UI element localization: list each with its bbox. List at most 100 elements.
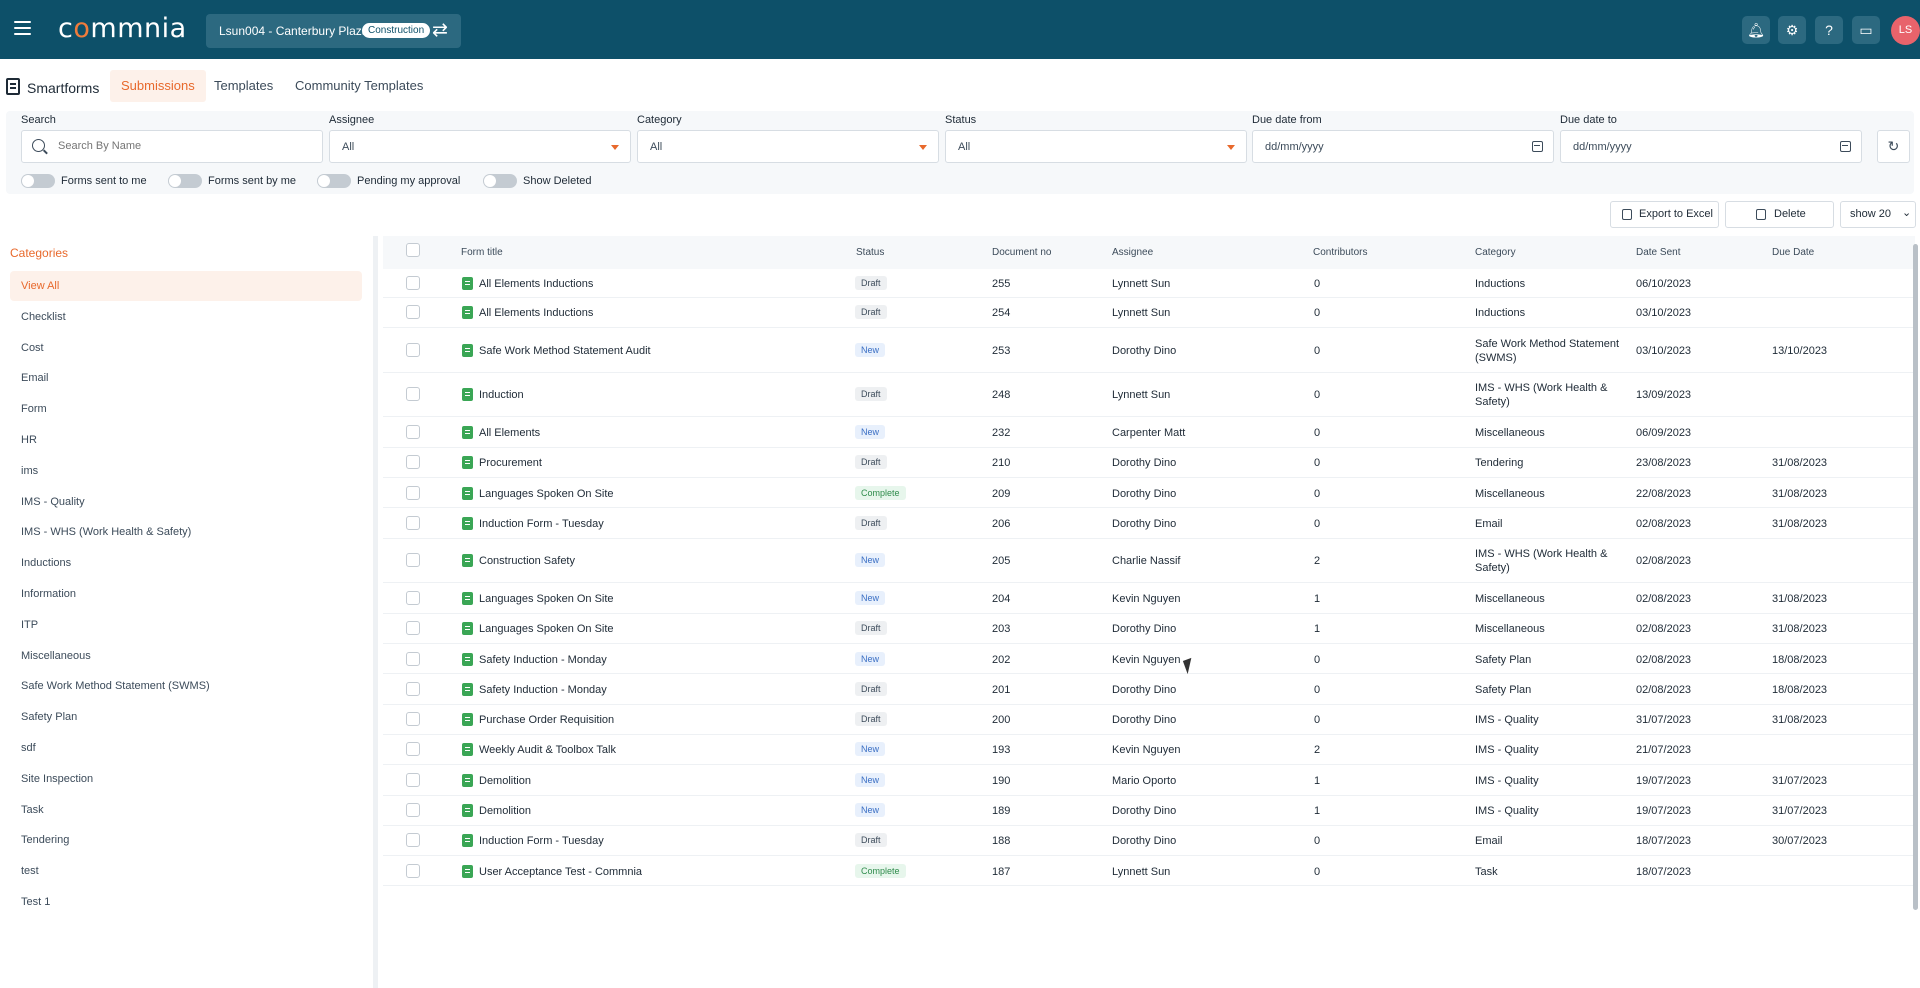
form-title[interactable]: Safety Induction - Monday (479, 683, 607, 696)
tab-templates[interactable]: Templates (214, 78, 274, 93)
chat-icon[interactable]: ▭ (1852, 16, 1880, 44)
row-checkbox[interactable] (406, 772, 420, 787)
sidebar-item-form[interactable]: Form (21, 403, 47, 416)
row-checkbox[interactable] (406, 424, 420, 439)
table-row[interactable]: User Acceptance Test - Commnia Complete 18… (383, 857, 1915, 887)
table-row[interactable]: Weekly Audit & Toolbox Talk New 193 Kevin N… (383, 736, 1915, 766)
sidebar-item-checklist[interactable]: Checklist (21, 310, 66, 323)
table-row[interactable]: Demolition New 190 Mario Oporto 1 IMS - Quali… (383, 766, 1915, 796)
sidebar-item-safety-plan[interactable]: Safety Plan (21, 711, 78, 724)
sidebar-item-task[interactable]: Task (21, 803, 44, 816)
row-checkbox[interactable] (406, 275, 420, 290)
select-all-checkbox[interactable] (406, 243, 420, 257)
due-from-input[interactable]: dd/mm/yyyy (1252, 130, 1554, 163)
form-title[interactable]: User Acceptance Test - Commnia (479, 865, 643, 878)
sidebar-item-ims-quality[interactable]: IMS - Quality (21, 495, 85, 508)
table-row[interactable]: Languages Spoken On Site Draft 203 Dorothy … (383, 615, 1915, 644)
sidebar-item-inductions[interactable]: Inductions (21, 557, 72, 570)
form-title[interactable]: All Elements (479, 426, 541, 439)
row-checkbox[interactable] (406, 553, 420, 568)
col-date-sent[interactable]: Date Sent (1636, 247, 1681, 258)
sidebar-item-ims[interactable]: ims (21, 464, 39, 477)
toggle-switch[interactable] (168, 174, 202, 188)
col-due-date[interactable]: Due Date (1772, 247, 1815, 258)
category-select[interactable]: All (637, 130, 939, 163)
table-row[interactable]: Languages Spoken On Site New 204 Kevin Nguy… (383, 584, 1915, 614)
due-to-input[interactable]: dd/mm/yyyy (1560, 130, 1862, 163)
sidebar-item-site-inspection[interactable]: Site Inspection (21, 772, 94, 785)
table-row[interactable]: Safety Induction - Monday Draft 201 Dorothy… (383, 675, 1915, 705)
sidebar-item-ims-whs-work-health-safety[interactable]: IMS - WHS (Work Health & Safety) (21, 526, 192, 539)
project-selector[interactable]: Lsun004 - Canterbury Plaza Construction … (206, 14, 461, 48)
col-assignee[interactable]: Assignee (1112, 247, 1154, 258)
avatar[interactable]: LS (1891, 16, 1920, 45)
tab-submissions[interactable]: Submissions (110, 70, 206, 102)
row-checkbox[interactable] (406, 742, 420, 757)
form-title[interactable]: Weekly Audit & Toolbox Talk (479, 744, 616, 757)
form-title[interactable]: Construction Safety (479, 555, 575, 568)
export-excel-button[interactable]: Export to Excel (1610, 201, 1719, 228)
table-row[interactable]: Induction Form - Tuesday Draft 188 Dorothy … (383, 827, 1915, 857)
toggle-switch[interactable] (317, 174, 351, 188)
table-row[interactable]: Demolition New 189 Dorothy Dino 1 IMS - Quali… (383, 796, 1915, 826)
status-select[interactable]: All (945, 130, 1247, 163)
table-row[interactable]: Safe Work Method Statement Audit New 253 Do… (383, 329, 1915, 373)
sidebar-item-safe-work-method-statement-swms[interactable]: Safe Work Method Statement (SWMS) (21, 680, 210, 693)
page-size-select[interactable]: show 20 ⌄ (1840, 201, 1916, 228)
row-checkbox[interactable] (406, 621, 420, 636)
row-checkbox[interactable] (406, 803, 420, 818)
form-title[interactable]: Purchase Order Requisition (479, 714, 615, 727)
col-form-title[interactable]: Form title (461, 247, 503, 258)
menu-icon[interactable] (14, 21, 31, 35)
sidebar-item-test[interactable]: test (21, 865, 39, 878)
form-title[interactable]: Languages Spoken On Site (479, 487, 614, 500)
bell-icon[interactable]: 🔔︎ (1742, 16, 1770, 44)
tab-community-templates[interactable]: Community Templates (295, 78, 424, 93)
form-title[interactable]: Induction (479, 389, 524, 402)
calendar-icon[interactable] (1532, 141, 1543, 152)
sidebar-item-cost[interactable]: Cost (21, 341, 44, 354)
form-title[interactable]: Demolition (479, 805, 531, 818)
row-checkbox[interactable] (406, 651, 420, 666)
table-row[interactable]: Safety Induction - Monday New 202 Kevin Ngu… (383, 645, 1915, 675)
sidebar-item-view-all[interactable]: View All (10, 271, 362, 301)
col-document-no[interactable]: Document no (992, 247, 1052, 258)
col-contributors[interactable]: Contributors (1313, 247, 1368, 258)
gear-icon[interactable]: ⚙ (1778, 16, 1806, 44)
col-status[interactable]: Status (856, 247, 885, 258)
delete-button[interactable]: Delete (1725, 201, 1834, 228)
logo[interactable]: commnia (58, 13, 187, 44)
table-row[interactable]: Induction Draft 248 Lynnett Sun 0 IMS - WHS (… (383, 373, 1915, 418)
sidebar-item-miscellaneous[interactable]: Miscellaneous (21, 649, 91, 662)
table-row[interactable]: All Elements New 232 Carpenter Matt 0 Miscell… (383, 418, 1915, 448)
table-row[interactable]: Procurement Draft 210 Dorothy Dino 0 Tenderin… (383, 449, 1915, 478)
table-row[interactable]: Induction Form - Tuesday Draft 206 Dorothy … (383, 509, 1915, 539)
sidebar-item-information[interactable]: Information (21, 588, 77, 600)
toggle-switch[interactable] (483, 174, 517, 188)
form-title[interactable]: Languages Spoken On Site (479, 623, 614, 636)
table-scrollbar[interactable] (1913, 244, 1918, 910)
sidebar-item-test-1[interactable]: Test 1 (21, 896, 51, 908)
table-row[interactable]: Languages Spoken On Site Complete 209 Dorot… (383, 479, 1915, 509)
row-checkbox[interactable] (406, 833, 420, 848)
col-category[interactable]: Category (1475, 247, 1516, 258)
form-title[interactable]: Safe Work Method Statement Audit (479, 344, 651, 357)
table-row[interactable]: Construction Safety New 205 Charlie Nassif 2… (383, 539, 1915, 584)
form-title[interactable]: Demolition (479, 774, 531, 787)
toggle-switch[interactable] (21, 174, 55, 188)
row-checkbox[interactable] (406, 485, 420, 500)
row-checkbox[interactable] (406, 387, 420, 402)
form-title[interactable]: Procurement (479, 457, 542, 470)
form-title[interactable]: Induction Form - Tuesday (479, 835, 604, 848)
row-checkbox[interactable] (406, 863, 420, 878)
form-title[interactable]: Languages Spoken On Site (479, 592, 614, 605)
assignee-select[interactable]: All (329, 130, 631, 163)
form-title[interactable]: Safety Induction - Monday (479, 653, 607, 666)
table-row[interactable]: All Elements Inductions Draft 255 Lynnett S… (383, 269, 1915, 298)
form-title[interactable]: Induction Form - Tuesday (479, 517, 604, 530)
sidebar-item-email[interactable]: Email (21, 372, 49, 385)
refresh-button[interactable]: ↻ (1877, 130, 1910, 163)
row-checkbox[interactable] (406, 515, 420, 530)
sidebar-item-hr[interactable]: HR (21, 434, 37, 446)
calendar-icon[interactable] (1840, 141, 1851, 152)
